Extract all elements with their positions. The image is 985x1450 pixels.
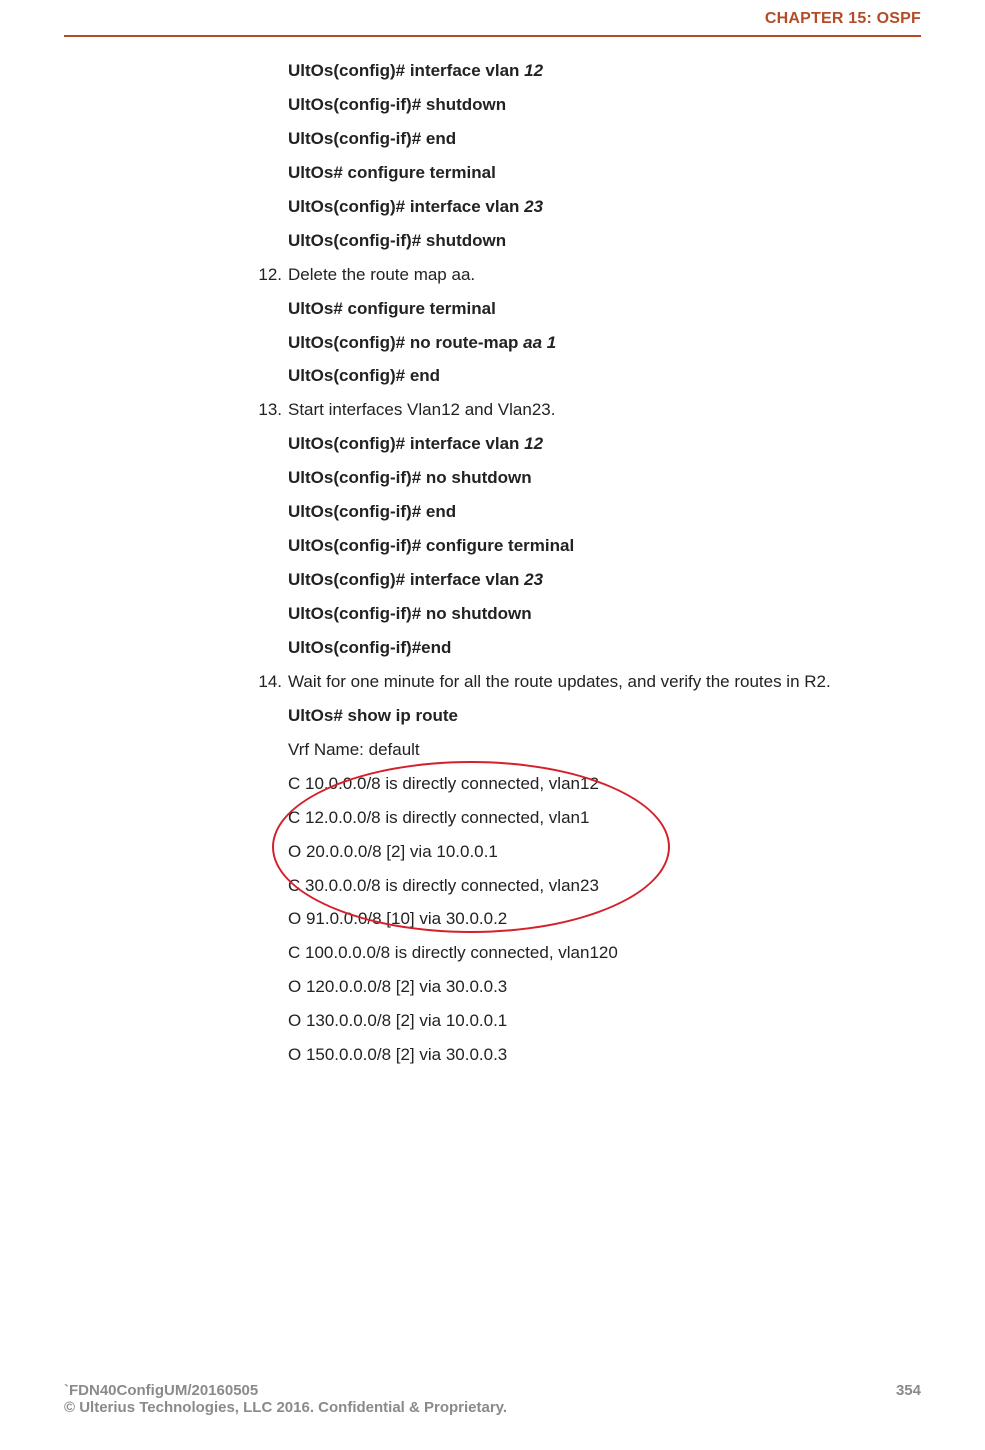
output-line: O 91.0.0.0/8 [10] via 30.0.0.2 [288,908,925,931]
cmd-text: UltOs(config)# no route-map [288,333,523,352]
step-number: 13. [252,399,282,422]
cmd-arg: 12 [524,434,543,453]
cmd-line: UltOs(config-if)# shutdown [252,94,925,117]
footer-doc-id: `FDN40ConfigUM/20160505 [64,1382,258,1399]
cmd-line: UltOs(config)# no route-map aa 1 [252,332,925,355]
step-12: 12. Delete the route map aa. [252,264,925,287]
chapter-title: CHAPTER 15: OSPF [765,10,921,28]
cmd-line: UltOs# configure terminal [252,298,925,321]
cmd-arg: aa 1 [523,333,556,352]
output-line: C 10.0.0.0/8 is directly connected, vlan… [288,773,925,796]
cmd-line: UltOs(config-if)# end [252,501,925,524]
footer: `FDN40ConfigUM/20160505 354 © Ulterius T… [64,1382,921,1416]
output-line: O 150.0.0.0/8 [2] via 30.0.0.3 [252,1044,925,1067]
cmd-text: UltOs(config)# interface vlan [288,197,524,216]
cmd-line: UltOs(config-if)# no shutdown [252,467,925,490]
cmd-arg: 23 [524,570,543,589]
step-text: Start interfaces Vlan12 and Vlan23. [288,399,925,422]
content-block: UltOs(config)# interface vlan 12 UltOs(c… [252,60,925,1078]
cmd-line: UltOs(config-if)# end [252,128,925,151]
output-line: O 120.0.0.0/8 [2] via 30.0.0.3 [252,976,925,999]
cmd-line: UltOs# configure terminal [252,162,925,185]
step-text: Delete the route map aa. [288,264,925,287]
cmd-text: UltOs(config)# interface vlan [288,570,524,589]
cmd-text: UltOs(config)# interface vlan [288,434,524,453]
cmd-line: UltOs(config)# end [252,365,925,388]
cmd-line: UltOs(config-if)# configure terminal [252,535,925,558]
step-13: 13. Start interfaces Vlan12 and Vlan23. [252,399,925,422]
cmd-line: UltOs(config)# interface vlan 23 [252,569,925,592]
step-number: 14. [252,671,282,694]
cmd-line: UltOs(config-if)# no shutdown [252,603,925,626]
page: CHAPTER 15: OSPF UltOs(config)# interfac… [0,0,985,1450]
output-line: O 130.0.0.0/8 [2] via 10.0.0.1 [252,1010,925,1033]
cmd-line: UltOs# show ip route [252,705,925,728]
step-text: Wait for one minute for all the route up… [288,671,925,694]
step-14: 14. Wait for one minute for all the rout… [252,671,925,694]
highlighted-routes: C 10.0.0.0/8 is directly connected, vlan… [252,773,925,932]
output-line: C 12.0.0.0/8 is directly connected, vlan… [288,807,925,830]
cmd-line: UltOs(config-if)# shutdown [252,230,925,253]
cmd-line: UltOs(config)# interface vlan 12 [252,60,925,83]
cmd-line: UltOs(config)# interface vlan 23 [252,196,925,219]
output-line: C 100.0.0.0/8 is directly connected, vla… [252,942,925,965]
cmd-arg: 12 [524,61,543,80]
footer-copyright: © Ulterius Technologies, LLC 2016. Confi… [64,1399,921,1416]
header-rule [64,35,921,37]
output-line: O 20.0.0.0/8 [2] via 10.0.0.1 [288,841,925,864]
cmd-text: UltOs(config)# interface vlan [288,61,524,80]
cmd-line: UltOs(config)# interface vlan 12 [252,433,925,456]
cmd-arg: 23 [524,197,543,216]
cmd-line: UltOs(config-if)#end [252,637,925,660]
output-line: C 30.0.0.0/8 is directly connected, vlan… [288,875,925,898]
output-line: Vrf Name: default [252,739,925,762]
step-number: 12. [252,264,282,287]
footer-page-number: 354 [896,1382,921,1399]
